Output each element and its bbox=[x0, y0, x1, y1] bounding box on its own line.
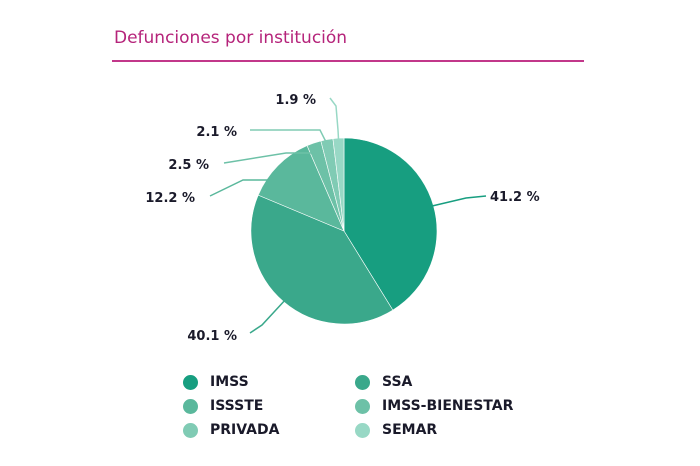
leader-line bbox=[209, 166, 280, 197]
chart-title: Defunciones por institución bbox=[114, 28, 348, 48]
title-divider bbox=[112, 60, 584, 62]
data-label: 1.9 % bbox=[275, 93, 316, 108]
legend-label: IMSS-BIENESTAR bbox=[382, 398, 514, 414]
data-label: 2.1 % bbox=[196, 125, 237, 140]
legend-label: ISSSTE bbox=[210, 398, 264, 414]
legend-swatch bbox=[355, 374, 370, 390]
legend-item: IMSS-BIENESTAR bbox=[355, 398, 513, 414]
legend-item: ISSSTE bbox=[183, 398, 263, 414]
data-label: 2.5 % bbox=[168, 158, 209, 173]
legend-swatch bbox=[355, 398, 370, 414]
leader-line bbox=[431, 195, 487, 207]
legend-label: PRIVADA bbox=[210, 422, 280, 438]
legend-swatch bbox=[183, 398, 198, 414]
legend-label: SEMAR bbox=[382, 422, 438, 438]
legend-item: IMSS bbox=[183, 374, 249, 390]
leader-line bbox=[250, 129, 328, 143]
legend-swatch bbox=[355, 422, 370, 438]
legend-swatch bbox=[183, 374, 198, 390]
leader-line bbox=[249, 299, 286, 334]
data-label: 41.2 % bbox=[490, 190, 540, 205]
legend-swatch bbox=[183, 422, 198, 438]
leader-line bbox=[223, 144, 316, 164]
legend-label: SSA bbox=[382, 374, 413, 390]
pie-slice-issste bbox=[257, 145, 345, 232]
legend-item: PRIVADA bbox=[183, 422, 279, 438]
data-label: 40.1 % bbox=[187, 329, 237, 344]
leader-line bbox=[329, 97, 340, 141]
data-label: 12.2 % bbox=[145, 191, 195, 206]
legend-item: SEMAR bbox=[355, 422, 437, 438]
legend-label: IMSS bbox=[210, 374, 249, 390]
legend-item: SSA bbox=[355, 374, 412, 390]
